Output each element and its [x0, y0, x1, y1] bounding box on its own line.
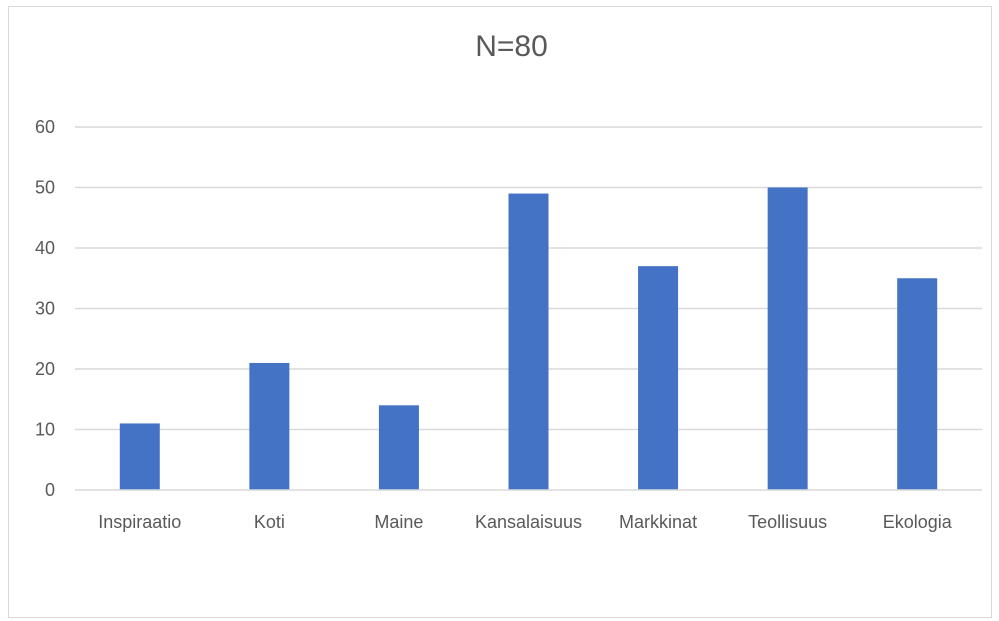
x-tick-label: Maine [374, 512, 423, 532]
bar-kansalaisuus [508, 193, 549, 491]
x-axis-ticks: Inspiraatio Koti Maine Kansalaisuus Markkina… [98, 512, 952, 532]
bar-koti [249, 362, 290, 490]
bar-inspiraatio [119, 423, 160, 490]
bar-ekologia [897, 278, 938, 490]
y-tick-label: 0 [45, 480, 55, 500]
x-tick-label: Ekologia [883, 512, 953, 532]
bar-maine [378, 405, 419, 490]
bar-markkinat [638, 266, 679, 490]
x-tick-label: Kansalaisuus [475, 512, 582, 532]
y-tick-label: 10 [35, 420, 55, 440]
y-tick-label: 60 [35, 117, 55, 137]
y-tick-label: 30 [35, 299, 55, 319]
x-tick-label: Teollisuus [748, 512, 827, 532]
bar-teollisuus [767, 187, 808, 490]
y-tick-label: 40 [35, 238, 55, 258]
y-axis-ticks: 0 10 20 30 40 50 60 [35, 117, 55, 500]
x-tick-label: Koti [254, 512, 285, 532]
y-tick-label: 50 [35, 178, 55, 198]
x-tick-label: Markkinat [619, 512, 697, 532]
bars [119, 187, 938, 491]
chart-frame [8, 6, 992, 618]
x-tick-label: Inspiraatio [98, 512, 181, 532]
chart-title: N=80 [475, 30, 548, 63]
y-tick-label: 20 [35, 359, 55, 379]
